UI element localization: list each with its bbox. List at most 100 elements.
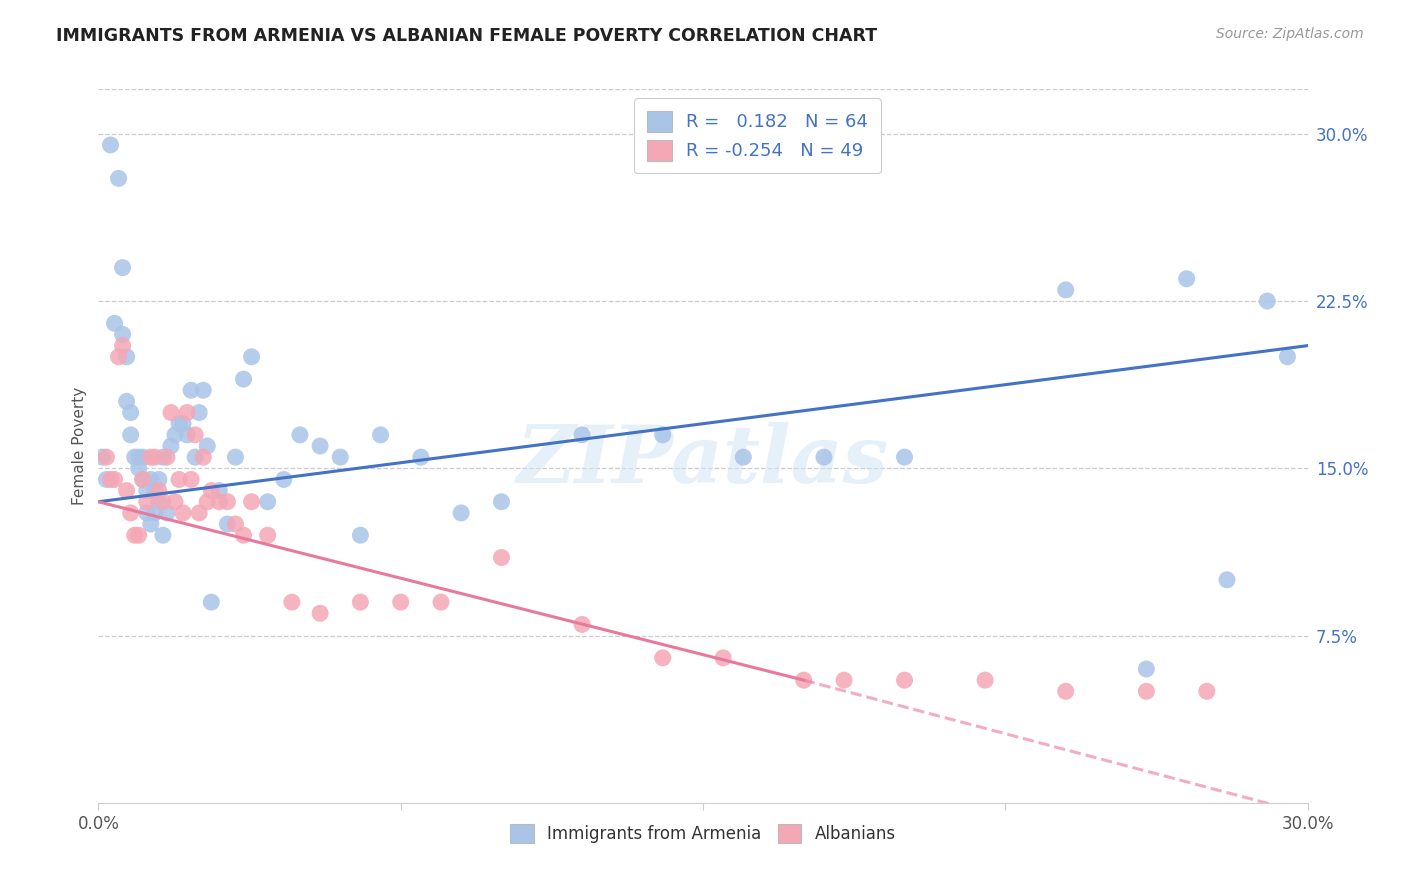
Point [832,673,855,687]
Point [711,651,734,665]
Point [139,473,162,487]
Point [1054,684,1077,698]
Point [107,350,129,364]
Point [128,450,150,464]
Point [208,494,231,508]
Point [128,461,150,475]
Point [156,506,179,520]
Point [1216,573,1239,587]
Point [124,528,146,542]
Point [349,528,371,542]
Point [188,506,211,520]
Point [491,550,513,565]
Point [491,494,513,508]
Point [813,450,835,464]
Point [156,450,179,464]
Point [430,595,453,609]
Point [733,450,755,464]
Point [148,494,170,508]
Point [1195,684,1218,698]
Point [139,450,162,464]
Point [100,137,122,152]
Point [188,405,211,419]
Point [167,473,190,487]
Legend: Immigrants from Armenia, Albanians: Immigrants from Armenia, Albanians [502,815,904,852]
Point [793,673,815,687]
Point [132,450,155,464]
Point [217,494,239,508]
Point [309,607,332,621]
Point [193,450,215,464]
Point [184,427,207,442]
Text: IMMIGRANTS FROM ARMENIA VS ALBANIAN FEMALE POVERTY CORRELATION CHART: IMMIGRANTS FROM ARMENIA VS ALBANIAN FEMA… [56,27,877,45]
Point [103,316,125,330]
Point [217,516,239,531]
Point [184,450,207,464]
Point [160,405,183,419]
Point [893,673,915,687]
Point [152,494,174,508]
Point [120,506,142,520]
Point [120,427,142,442]
Point [651,427,673,442]
Point [176,427,198,442]
Point [135,506,157,520]
Point [148,483,170,498]
Point [240,350,263,364]
Point [195,494,218,508]
Point [1135,662,1157,676]
Point [132,473,155,487]
Point [103,473,125,487]
Text: Source: ZipAtlas.com: Source: ZipAtlas.com [1216,27,1364,41]
Point [143,506,166,520]
Point [107,171,129,186]
Point [224,450,246,464]
Point [163,427,186,442]
Point [128,528,150,542]
Point [96,473,118,487]
Point [139,516,162,531]
Point [143,450,166,464]
Point [974,673,997,687]
Point [124,450,146,464]
Point [172,417,194,431]
Text: ZIPatlas: ZIPatlas [517,422,889,499]
Point [195,439,218,453]
Point [450,506,472,520]
Point [111,338,134,352]
Point [232,372,254,386]
Point [152,450,174,464]
Point [152,528,174,542]
Point [232,528,254,542]
Point [349,595,371,609]
Point [135,494,157,508]
Point [893,450,915,464]
Point [309,439,332,453]
Point [135,483,157,498]
Point [115,394,138,409]
Point [329,450,352,464]
Point [256,494,278,508]
Point [208,483,231,498]
Point [288,427,311,442]
Point [370,427,392,442]
Point [172,506,194,520]
Point [200,483,222,498]
Point [115,483,138,498]
Point [180,473,202,487]
Point [1054,283,1077,297]
Point [111,260,134,275]
Point [240,494,263,508]
Point [193,384,215,398]
Point [120,405,142,419]
Point [176,405,198,419]
Point [1175,271,1198,285]
Point [224,516,246,531]
Point [409,450,432,464]
Point [115,350,138,364]
Point [571,427,593,442]
Point [100,473,122,487]
Point [132,473,155,487]
Y-axis label: Female Poverty: Female Poverty [72,387,87,505]
Point [256,528,278,542]
